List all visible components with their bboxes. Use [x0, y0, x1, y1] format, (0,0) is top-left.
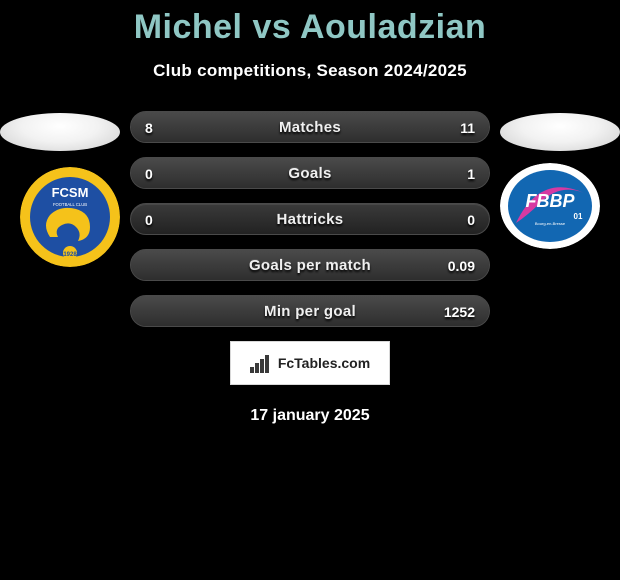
fcsm-badge-icon: FCSM FOOTBALL CLUB 1928	[20, 167, 120, 267]
svg-text:FOOTBALL CLUB: FOOTBALL CLUB	[53, 202, 87, 207]
stat-value-right: 1252	[444, 296, 475, 326]
stats-list: Matches811Goals01Hattricks00Goals per ma…	[130, 111, 490, 327]
page-subtitle: Club competitions, Season 2024/2025	[0, 61, 620, 81]
stat-label: Min per goal	[131, 296, 489, 326]
club-badge-left: FCSM FOOTBALL CLUB 1928	[20, 167, 120, 267]
stat-value-right: 11	[460, 112, 475, 142]
arena: FCSM FOOTBALL CLUB 1928 FBBP 01 Bourg-en…	[0, 111, 620, 425]
stat-value-left: 0	[145, 158, 153, 188]
stat-row: Goals per match0.09	[130, 249, 490, 281]
stat-value-left: 0	[145, 204, 153, 234]
chart-icon	[250, 353, 272, 373]
svg-text:Bourg-en-Bresse: Bourg-en-Bresse	[535, 221, 566, 226]
stat-value-right: 0	[467, 204, 475, 234]
stat-label: Goals	[131, 158, 489, 188]
stat-label: Hattricks	[131, 204, 489, 234]
svg-text:1928: 1928	[63, 252, 77, 258]
watermark-text: FcTables.com	[278, 355, 370, 371]
svg-text:FBBP: FBBP	[526, 191, 576, 211]
stat-row: Min per goal1252	[130, 295, 490, 327]
watermark: FcTables.com	[230, 341, 390, 385]
player-cap-left	[0, 113, 120, 151]
stat-row: Matches8 11	[130, 111, 490, 143]
stat-row: Hattricks0 0	[130, 203, 490, 235]
stat-value-right: 1	[467, 158, 475, 188]
stat-label: Matches	[131, 112, 489, 142]
club-badge-right: FBBP 01 Bourg-en-Bresse	[500, 163, 600, 249]
date-label: 17 january 2025	[0, 407, 620, 425]
stat-value-left: 8	[145, 112, 153, 142]
player-cap-right	[500, 113, 620, 151]
fbbp-badge-icon: FBBP 01 Bourg-en-Bresse	[500, 163, 600, 249]
comparison-card: Michel vs Aouladzian Club competitions, …	[0, 0, 620, 580]
page-title: Michel vs Aouladzian	[0, 8, 620, 47]
svg-text:FCSM: FCSM	[52, 185, 89, 200]
svg-text:01: 01	[574, 212, 583, 221]
stat-value-right: 0.09	[448, 250, 475, 280]
stat-label: Goals per match	[131, 250, 489, 280]
stat-row: Goals0 1	[130, 157, 490, 189]
